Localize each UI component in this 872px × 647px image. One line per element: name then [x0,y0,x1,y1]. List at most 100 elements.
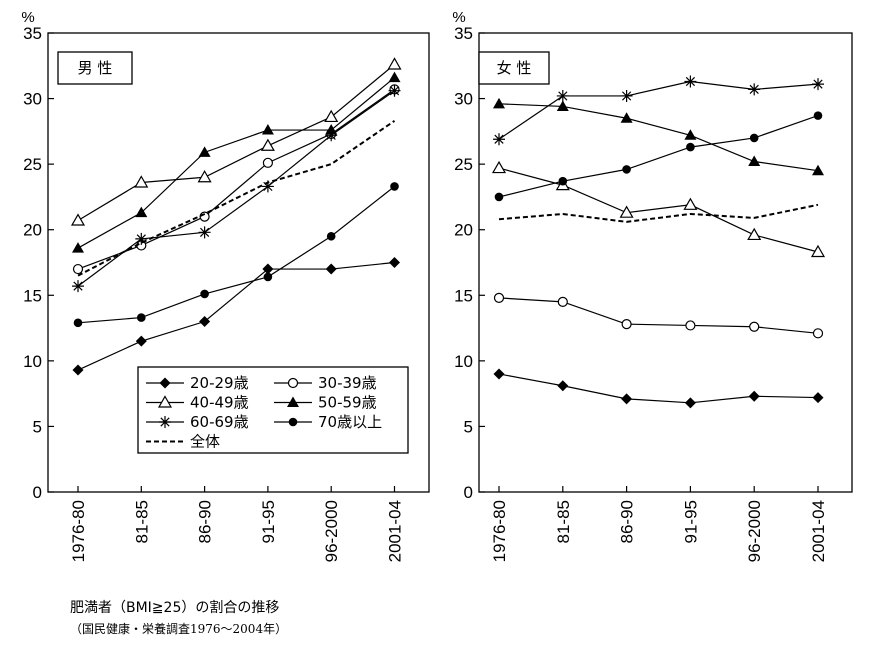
data-point [70,213,86,226]
x-tick-label: 1976-80 [69,500,88,562]
series-5 [73,182,399,328]
data-point [261,124,274,135]
data-point [134,175,149,188]
legend-label: 60-69歳 [190,413,249,431]
data-point [389,257,400,268]
series-1 [493,292,824,339]
y-tick-label: 0 [33,483,42,502]
legend-box [137,366,409,454]
series-1 [72,84,400,275]
data-point [748,390,760,402]
data-point [197,170,212,183]
panel-title-box [478,51,550,85]
data-point [199,316,211,328]
legend-marker [159,377,171,389]
data-point [262,263,274,275]
data-point [263,272,273,282]
data-point [262,157,273,168]
data-point [493,368,505,380]
data-point [557,380,569,392]
series-3 [493,97,824,176]
chart-panel-0: 0 5 10 15 20 25 30 35% 1976-80 81-85 86-90 91-95 96-… [21,9,430,562]
series-line [498,80,819,140]
legend-label: 70歳以上 [318,413,382,431]
series-2 [491,160,826,258]
series-line [498,203,819,223]
data-point [684,75,697,88]
data-point [72,242,84,253]
series-3 [72,71,401,253]
x-tick-label: 2001-04 [809,500,828,562]
series-line [498,167,819,253]
data-point [493,133,505,146]
series-line [77,120,396,277]
legend-label: 40-49歳 [190,394,249,412]
y-tick-label: 35 [454,24,473,43]
x-tick-label: 86-90 [196,500,215,543]
data-point [493,97,505,109]
series-0 [72,257,400,376]
y-tick-label: 35 [23,24,42,43]
data-point [558,176,568,186]
legend-marker [159,416,171,428]
x-tick-label: 96-2000 [745,500,764,562]
y-tick-label: 0 [464,483,473,502]
data-point [135,232,148,245]
data-point [810,244,826,258]
series-6 [77,120,396,277]
legend-marker [287,396,299,407]
legend-label: 50-59歳 [318,394,377,412]
x-tick-label: 86-90 [618,500,637,543]
data-point [388,71,401,83]
series-line [77,90,395,287]
series-line [498,373,819,404]
plot-frame [47,32,430,493]
legend-label: 30-39歳 [318,374,377,392]
y-tick-label: 10 [454,352,473,371]
data-point [326,231,336,241]
data-point [198,226,211,239]
data-point [73,318,83,328]
caption-source: （国民健康・栄養調査1976〜2004年） [70,622,288,636]
data-point [684,397,696,409]
data-point [812,164,824,176]
data-point [812,78,824,91]
x-tick-label: 1976-80 [490,500,509,562]
panel-title: 女 性 [497,59,532,77]
data-point [684,129,697,140]
chart-figure: 0 5 10 15 20 25 30 35% 1976-80 81-85 86-90 91-95 96-… [21,9,853,562]
data-point [812,328,824,339]
data-point [748,83,761,96]
series-0 [493,368,824,409]
y-tick-label: 20 [23,221,42,240]
data-point [198,146,211,157]
data-point [324,109,339,123]
chart-panel-1: 0 5 10 15 20 25 30 35% 1976-80 81-85 86-90 91-95 96-… [452,9,853,562]
series-2 [70,57,402,226]
data-point [494,192,504,202]
data-point [749,321,760,332]
data-point [135,335,147,347]
data-point [556,89,569,102]
series-line [77,185,395,324]
data-point [686,142,695,152]
data-point [261,180,274,193]
y-tick-label: 25 [23,155,42,174]
data-point [622,165,631,174]
data-point [72,263,84,275]
y-tick-label: 15 [454,286,473,305]
x-tick-label: 81-85 [132,500,151,543]
data-point [72,280,84,293]
y-tick-label: 30 [454,90,473,109]
series-6 [498,203,819,223]
data-point [812,392,824,404]
y-tick-label: 10 [23,352,42,371]
data-point [390,182,399,191]
y-axis-unit: % [21,9,34,26]
data-point [813,111,823,120]
legend-marker [287,377,299,389]
data-point [491,160,507,174]
data-point [325,263,337,275]
series-line [498,103,819,172]
